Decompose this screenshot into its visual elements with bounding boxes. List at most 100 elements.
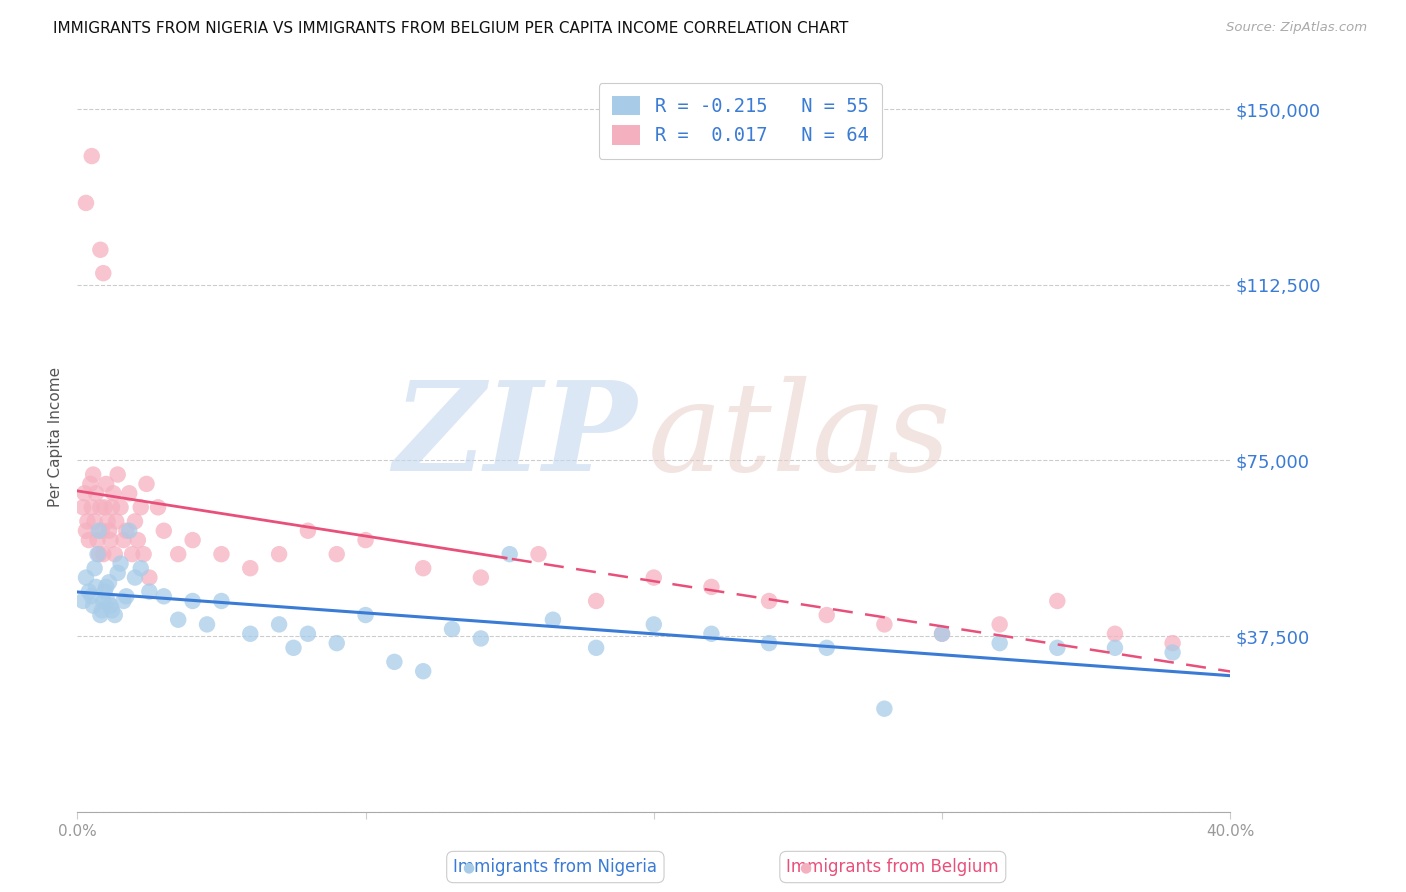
Point xyxy=(86,547,108,561)
Point xyxy=(124,571,146,585)
Point xyxy=(931,626,953,640)
Point xyxy=(87,547,110,561)
Point xyxy=(82,467,104,482)
Point xyxy=(585,594,607,608)
Point xyxy=(758,636,780,650)
Point xyxy=(146,500,169,515)
Point xyxy=(211,547,233,561)
Point xyxy=(107,566,129,580)
Point xyxy=(87,524,110,538)
Point xyxy=(129,500,152,515)
Point xyxy=(585,640,607,655)
Point xyxy=(239,626,262,640)
Point xyxy=(758,594,780,608)
Point xyxy=(988,636,1011,650)
Text: ZIP: ZIP xyxy=(392,376,637,498)
Point xyxy=(441,622,464,636)
Point xyxy=(75,524,97,538)
Point xyxy=(93,584,115,599)
Text: ●: ● xyxy=(800,860,811,874)
Point xyxy=(110,557,132,571)
Point xyxy=(104,608,127,623)
Point xyxy=(100,599,122,613)
Text: IMMIGRANTS FROM NIGERIA VS IMMIGRANTS FROM BELGIUM PER CAPITA INCOME CORRELATION: IMMIGRANTS FROM NIGERIA VS IMMIGRANTS FR… xyxy=(53,21,849,36)
Point xyxy=(283,640,305,655)
Point xyxy=(96,476,118,491)
Point xyxy=(988,617,1011,632)
Point xyxy=(110,500,132,515)
Point xyxy=(132,547,155,561)
Point xyxy=(470,632,492,646)
Point xyxy=(97,594,120,608)
Point xyxy=(138,571,160,585)
Text: Immigrants from Nigeria: Immigrants from Nigeria xyxy=(453,858,658,876)
Point xyxy=(124,514,146,528)
Point xyxy=(470,571,492,585)
Point xyxy=(129,561,152,575)
Point xyxy=(112,594,135,608)
Point xyxy=(153,590,174,604)
Point xyxy=(91,594,114,608)
Point xyxy=(873,701,896,715)
Point xyxy=(527,547,550,561)
Point xyxy=(98,575,121,590)
Point xyxy=(105,514,128,528)
Point xyxy=(89,243,111,257)
Point xyxy=(643,571,665,585)
Point xyxy=(76,514,98,528)
Point xyxy=(195,617,218,632)
Point xyxy=(267,547,291,561)
Point xyxy=(326,636,349,650)
Point xyxy=(90,524,112,538)
Point xyxy=(211,594,233,608)
Point xyxy=(326,547,349,561)
Point xyxy=(127,533,149,547)
Point xyxy=(83,514,105,528)
Point xyxy=(75,571,97,585)
Point xyxy=(153,524,174,538)
Point xyxy=(412,664,434,679)
Point xyxy=(82,599,104,613)
Point xyxy=(90,603,112,617)
Point xyxy=(167,547,190,561)
Point xyxy=(72,594,94,608)
Point xyxy=(118,524,141,538)
Point xyxy=(121,547,143,561)
Point xyxy=(101,603,124,617)
Point xyxy=(79,476,101,491)
Point xyxy=(91,547,114,561)
Point xyxy=(1161,636,1184,650)
Text: Immigrants from Belgium: Immigrants from Belgium xyxy=(786,858,1000,876)
Point xyxy=(115,524,138,538)
Point xyxy=(91,266,114,280)
Point xyxy=(97,514,120,528)
Point xyxy=(239,561,262,575)
Text: atlas: atlas xyxy=(648,376,952,498)
Point xyxy=(73,486,96,500)
Point xyxy=(297,524,319,538)
Point xyxy=(815,608,838,623)
Point xyxy=(135,476,157,491)
Point xyxy=(181,533,204,547)
Point xyxy=(112,533,135,547)
Point xyxy=(101,500,124,515)
Point xyxy=(382,655,406,669)
Point xyxy=(89,500,111,515)
Point xyxy=(1104,626,1126,640)
Point xyxy=(873,617,896,632)
Point xyxy=(103,486,125,500)
Point xyxy=(93,500,115,515)
Point xyxy=(138,584,160,599)
Point xyxy=(1104,640,1126,655)
Point xyxy=(77,533,100,547)
Point xyxy=(80,500,103,515)
Point xyxy=(297,626,319,640)
Point xyxy=(167,613,190,627)
Point xyxy=(75,195,97,210)
Point xyxy=(815,640,838,655)
Point xyxy=(89,608,111,623)
Point xyxy=(84,486,107,500)
Y-axis label: Per Capita Income: Per Capita Income xyxy=(48,367,63,508)
Point xyxy=(104,547,127,561)
Legend: R = -0.215   N = 55, R =  0.017   N = 64: R = -0.215 N = 55, R = 0.017 N = 64 xyxy=(599,83,882,159)
